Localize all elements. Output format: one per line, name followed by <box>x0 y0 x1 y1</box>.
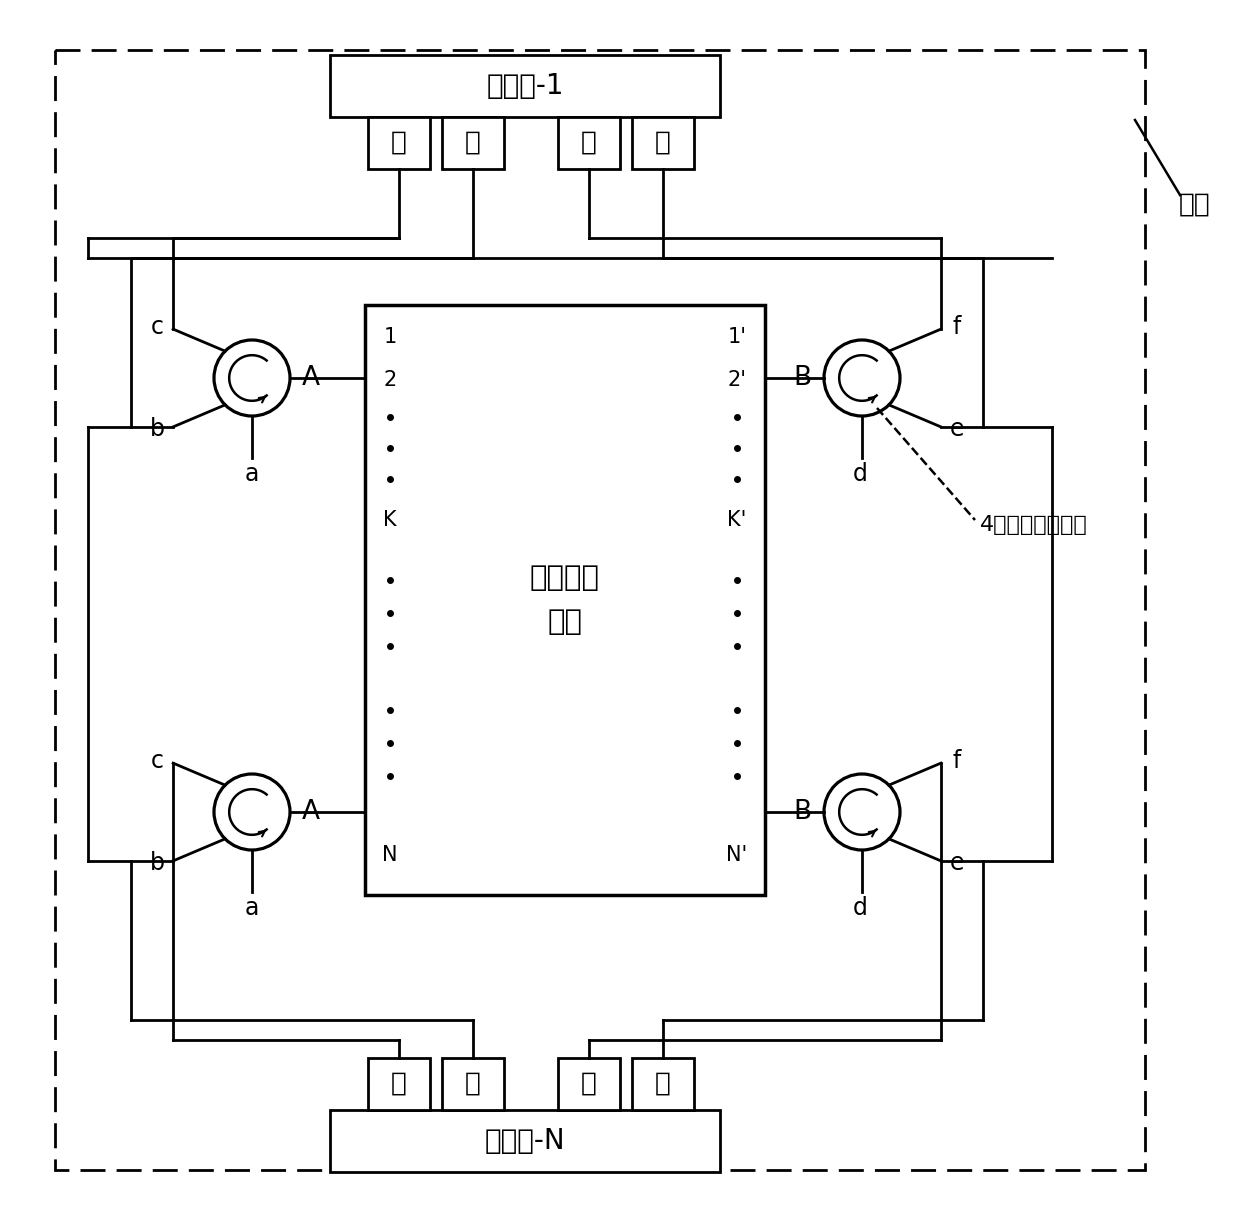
Text: 收: 收 <box>582 1071 596 1097</box>
Text: d: d <box>853 896 868 920</box>
Text: 收: 收 <box>465 130 481 156</box>
Text: K': K' <box>728 510 746 530</box>
Text: e: e <box>950 416 965 441</box>
Text: c: c <box>150 316 164 339</box>
Text: N: N <box>382 845 398 865</box>
Text: a: a <box>244 462 259 486</box>
Text: 收: 收 <box>655 130 671 156</box>
Text: 光栅: 光栅 <box>548 608 583 636</box>
Text: 发: 发 <box>465 1071 481 1097</box>
Text: 4端口光纤环形器: 4端口光纤环形器 <box>980 515 1087 535</box>
Text: d: d <box>853 462 868 486</box>
Bar <box>55 50 1145 1170</box>
Bar <box>441 117 503 169</box>
Text: 阵列波导: 阵列波导 <box>529 564 600 592</box>
Text: 服务器-1: 服务器-1 <box>486 72 564 99</box>
Text: b: b <box>150 416 165 441</box>
Text: 1': 1' <box>728 327 746 348</box>
Text: 发: 发 <box>391 130 407 156</box>
Text: B: B <box>794 799 812 825</box>
Bar <box>632 117 694 169</box>
Text: f: f <box>952 749 961 774</box>
Text: b: b <box>150 851 165 874</box>
Bar <box>368 1059 430 1110</box>
Text: K: K <box>383 510 397 530</box>
Text: N': N' <box>727 845 748 865</box>
Text: 服务器-N: 服务器-N <box>485 1127 565 1156</box>
Text: 收: 收 <box>391 1071 407 1097</box>
Text: 1: 1 <box>383 327 397 348</box>
Text: c: c <box>150 749 164 774</box>
Bar <box>368 117 430 169</box>
Text: 机柜: 机柜 <box>1179 192 1211 219</box>
Text: A: A <box>303 365 320 391</box>
Bar <box>330 1110 720 1172</box>
Text: e: e <box>950 851 965 874</box>
Text: 2': 2' <box>728 370 746 391</box>
Text: 发: 发 <box>655 1071 671 1097</box>
Text: 2: 2 <box>383 370 397 391</box>
Bar <box>632 1059 694 1110</box>
Bar <box>441 1059 503 1110</box>
Text: f: f <box>952 316 961 339</box>
Bar <box>558 1059 620 1110</box>
Bar <box>330 55 720 117</box>
Text: B: B <box>794 365 812 391</box>
Text: 发: 发 <box>582 130 596 156</box>
Text: A: A <box>303 799 320 825</box>
Text: a: a <box>244 896 259 920</box>
Bar <box>365 305 765 895</box>
Bar <box>558 117 620 169</box>
